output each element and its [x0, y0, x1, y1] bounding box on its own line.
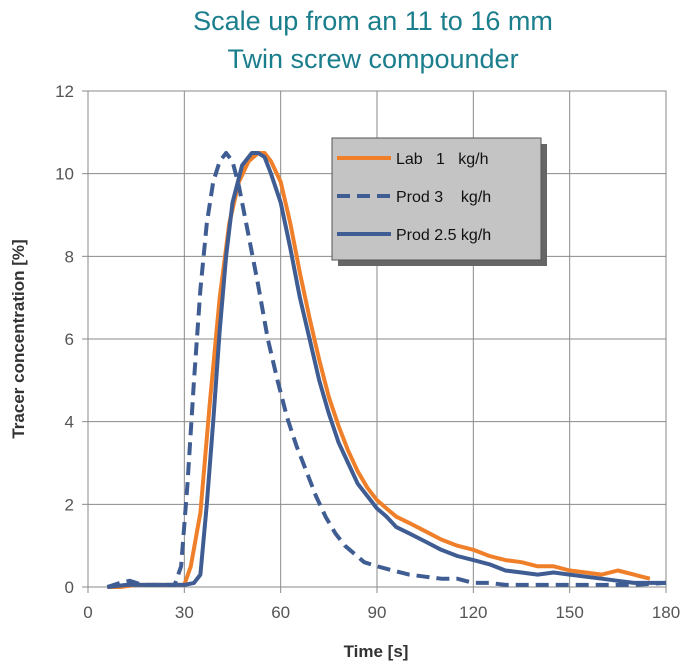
x-tick-label: 60 — [271, 603, 290, 622]
y-axis-title: Tracer concentration [%] — [9, 239, 28, 438]
x-tick-label: 90 — [368, 603, 387, 622]
series-line-1 — [107, 151, 651, 589]
legend: Lab 1 kg/h Prod 3 kg/h Prod 2.5 kg/h — [331, 137, 547, 266]
y-tick-label: 4 — [65, 413, 74, 432]
x-tick-label: 180 — [652, 603, 680, 622]
legend-label-3: Prod 2.5 kg/h — [396, 227, 491, 244]
legend-label-2: Prod 3 kg/h — [396, 189, 491, 206]
y-tick-label: 10 — [55, 165, 74, 184]
x-tick-label: 30 — [175, 603, 194, 622]
y-tick-label: 0 — [65, 578, 74, 597]
series — [106, 151, 667, 589]
x-tick-label: 0 — [83, 603, 92, 622]
x-axis-title: Time [s] — [344, 642, 409, 661]
y-tick-label: 12 — [55, 82, 74, 101]
y-tick-label: 8 — [65, 247, 74, 266]
chart-title-line-1: Scale up from an 11 to 16 mm — [193, 6, 553, 36]
x-tick-label: 150 — [555, 603, 583, 622]
legend-label-1: Lab 1 kg/h — [396, 151, 489, 168]
series-line-3 — [107, 151, 666, 589]
x-tick-label: 120 — [459, 603, 487, 622]
chart-title-line-2: Twin screw compounder — [227, 44, 518, 74]
series-line-2 — [106, 151, 667, 589]
y-tick-label: 6 — [65, 330, 74, 349]
y-tick-label: 2 — [65, 495, 74, 514]
